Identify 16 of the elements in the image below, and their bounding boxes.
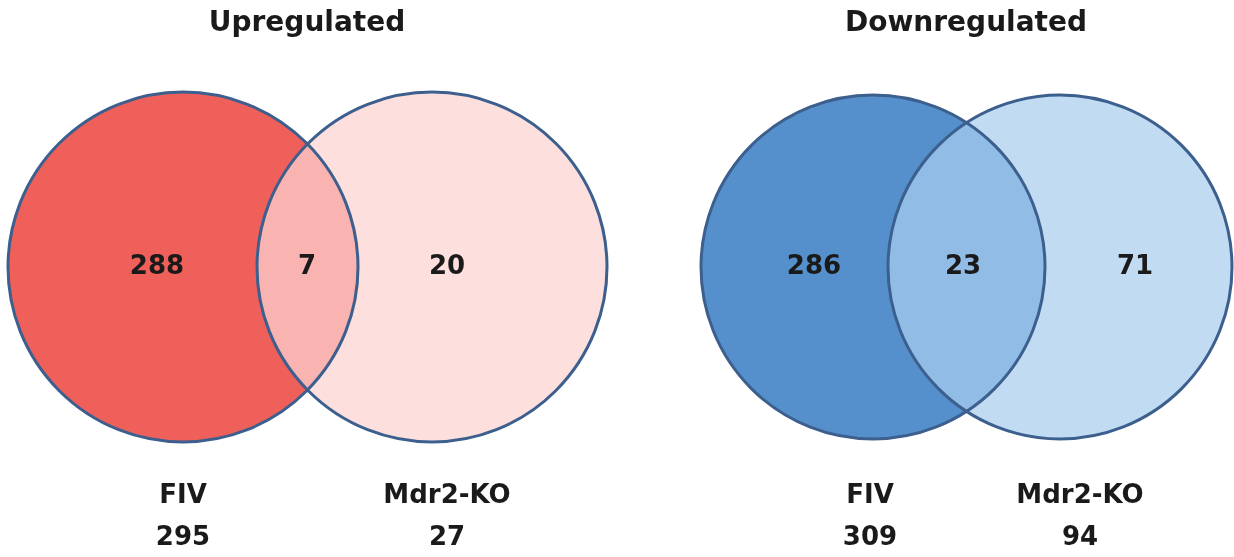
text: 288 xyxy=(129,249,185,280)
text: Upregulated xyxy=(208,5,406,39)
category-label: Mdr2-KO xyxy=(383,478,511,509)
data-label: 94 xyxy=(1061,520,1099,551)
data-label: 295 xyxy=(155,520,211,551)
data-label: 309 xyxy=(842,520,898,551)
category-label: FIV xyxy=(159,478,207,509)
text: Downregulated xyxy=(845,5,1087,39)
text: 20 xyxy=(428,249,466,280)
text: 7 xyxy=(297,249,317,280)
data-label: 27 xyxy=(428,520,466,551)
text: 71 xyxy=(1116,249,1154,280)
text: 23 xyxy=(944,249,982,280)
text: 286 xyxy=(786,249,842,280)
category-label: Mdr2-KO xyxy=(1016,478,1144,509)
category-label: FIV xyxy=(846,478,894,509)
